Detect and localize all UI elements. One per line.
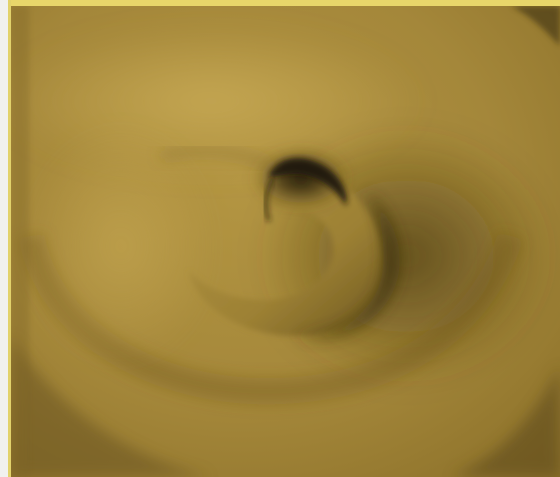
swirl-render <box>11 6 560 477</box>
left-highlight <box>26 126 216 366</box>
vortex-core-crease <box>269 158 347 206</box>
inflow-streak <box>159 145 276 171</box>
vortex-core <box>253 148 349 208</box>
left-edge-vignette <box>11 6 29 477</box>
top-border-accent <box>10 0 560 6</box>
lobe-edge-shadow <box>296 191 400 339</box>
corner-shadow-bottom-right <box>451 366 560 477</box>
corner-shadow-top-right <box>511 6 560 46</box>
vortex-tail <box>263 177 275 222</box>
corner-shadow-bottom-left <box>11 336 211 477</box>
left-border-accent <box>8 0 11 477</box>
render-viewport <box>11 6 560 477</box>
inner-spiral-lobe <box>189 169 384 336</box>
